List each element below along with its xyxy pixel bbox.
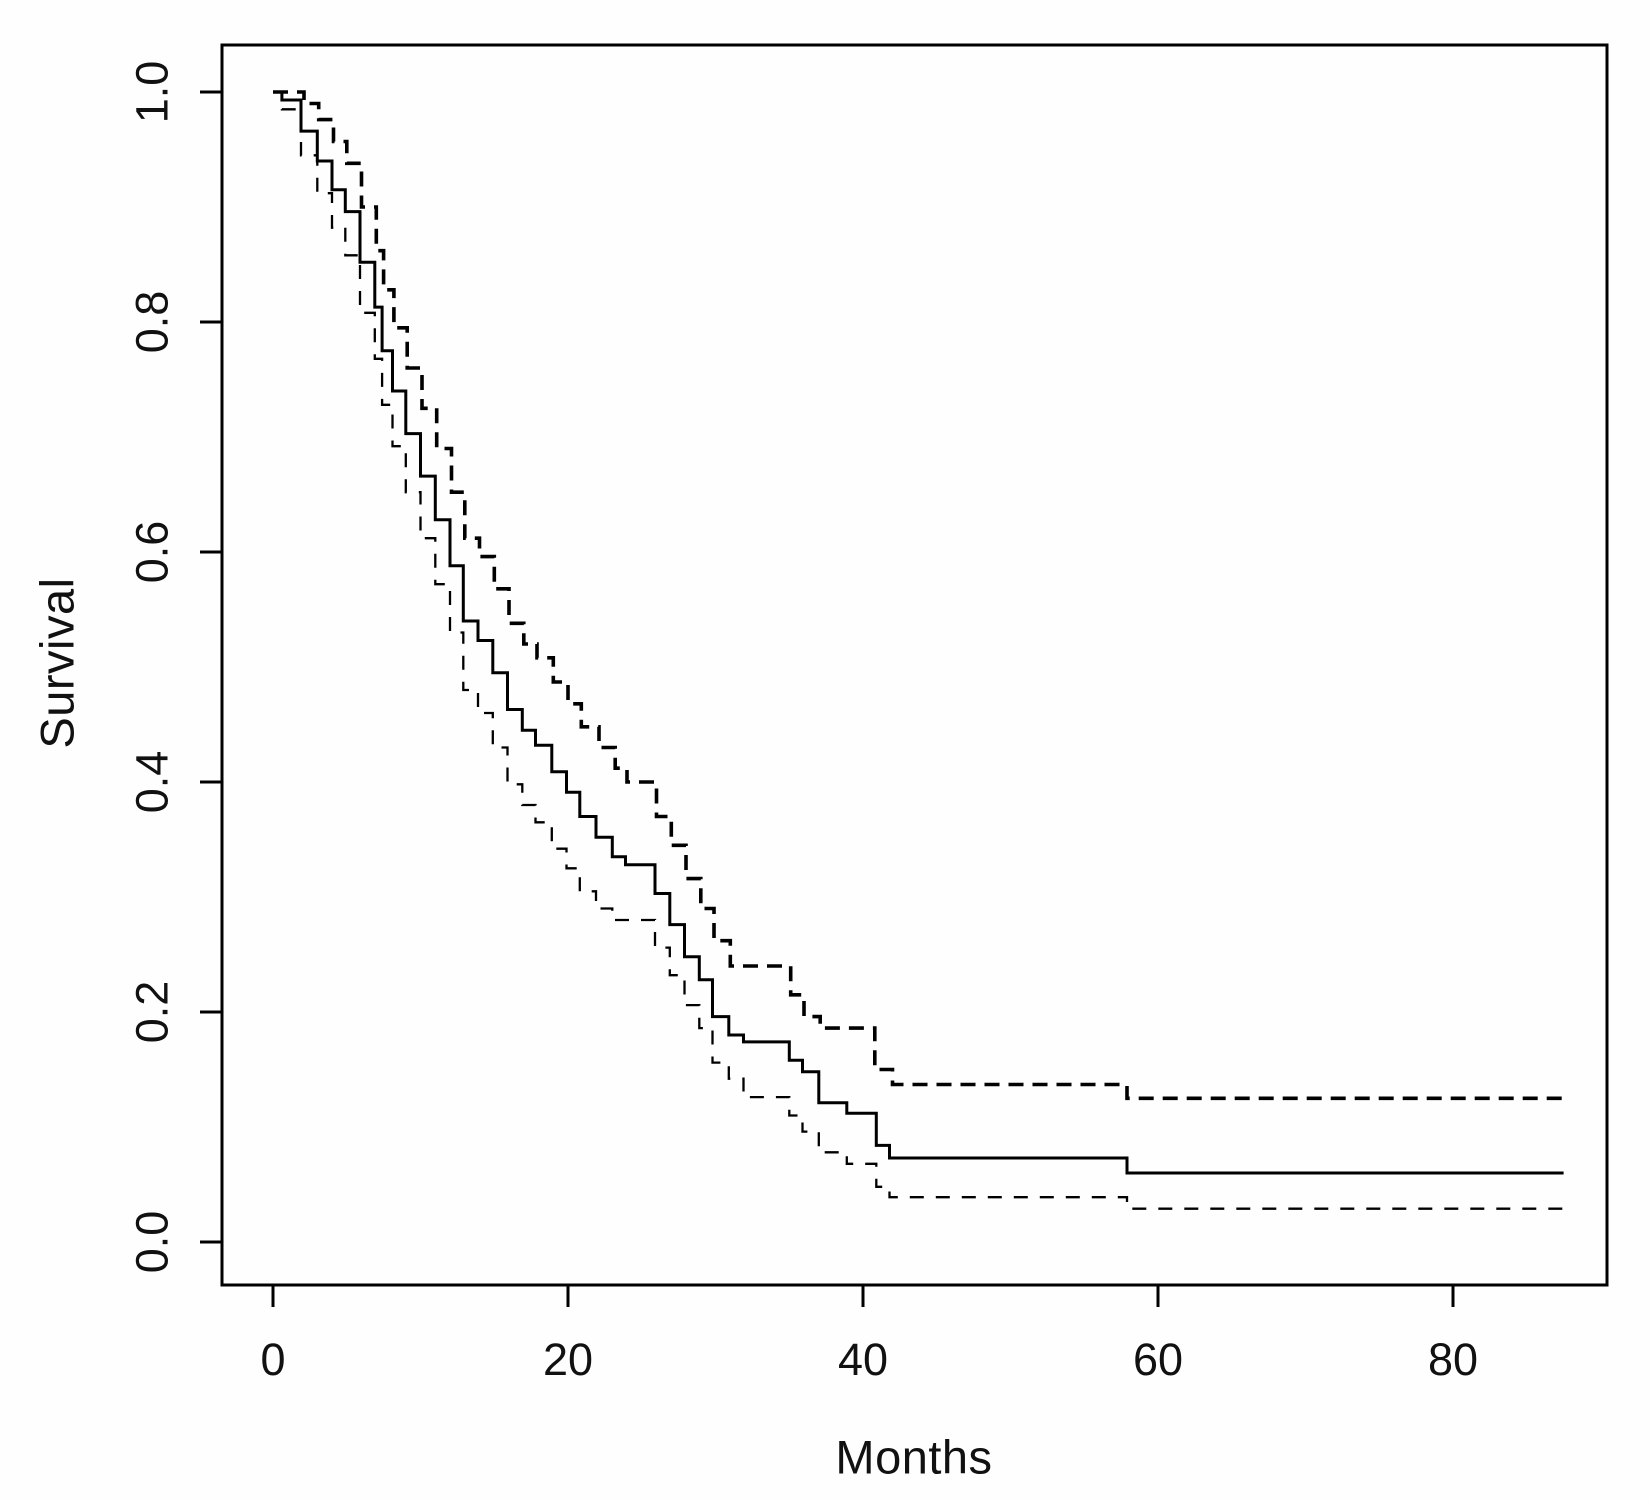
y-tick-label: 0.6 — [127, 521, 178, 584]
y-tick-label: 0.0 — [127, 1211, 178, 1274]
plot-box — [220, 43, 1609, 1287]
x-tick-label: 60 — [1133, 1334, 1183, 1385]
x-tick-label: 40 — [838, 1334, 888, 1385]
y-axis-ticks: 0.0 0.2 0.4 0.6 0.8 1.0 — [127, 61, 222, 1274]
y-tick-label: 0.8 — [127, 291, 178, 354]
y-tick-label: 0.4 — [127, 751, 178, 814]
lower-curve — [273, 90, 1564, 1210]
x-tick-label: 20 — [543, 1334, 593, 1385]
km-curve — [273, 90, 1564, 1175]
curves-group — [273, 90, 1564, 1210]
upper-curve — [273, 90, 1564, 1101]
y-axis-label: Survival — [30, 577, 84, 749]
x-tick-label: 0 — [260, 1334, 285, 1385]
x-tick-label: 80 — [1428, 1334, 1478, 1385]
x-axis-label: Months — [835, 1430, 993, 1484]
x-axis-ticks: 0 20 40 60 80 — [260, 1285, 1478, 1385]
y-tick-label: 0.2 — [127, 981, 178, 1044]
y-tick-label: 1.0 — [127, 61, 178, 124]
